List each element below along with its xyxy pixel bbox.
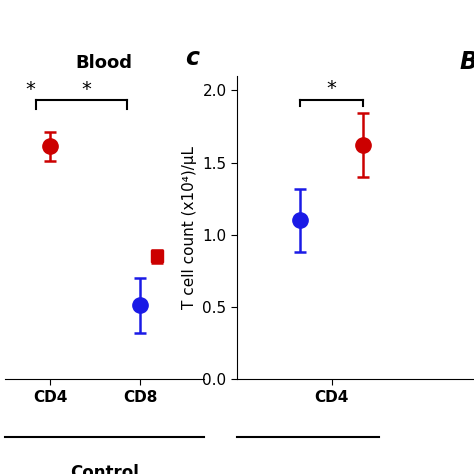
- Text: *: *: [25, 80, 35, 99]
- Text: *: *: [327, 79, 337, 98]
- Text: B: B: [460, 50, 474, 74]
- Text: Control: Control: [70, 464, 139, 474]
- Text: c: c: [185, 46, 199, 70]
- Y-axis label: T cell count (x10⁴)/μL: T cell count (x10⁴)/μL: [182, 146, 197, 309]
- Title: Blood: Blood: [76, 54, 133, 72]
- Text: *: *: [81, 80, 91, 99]
